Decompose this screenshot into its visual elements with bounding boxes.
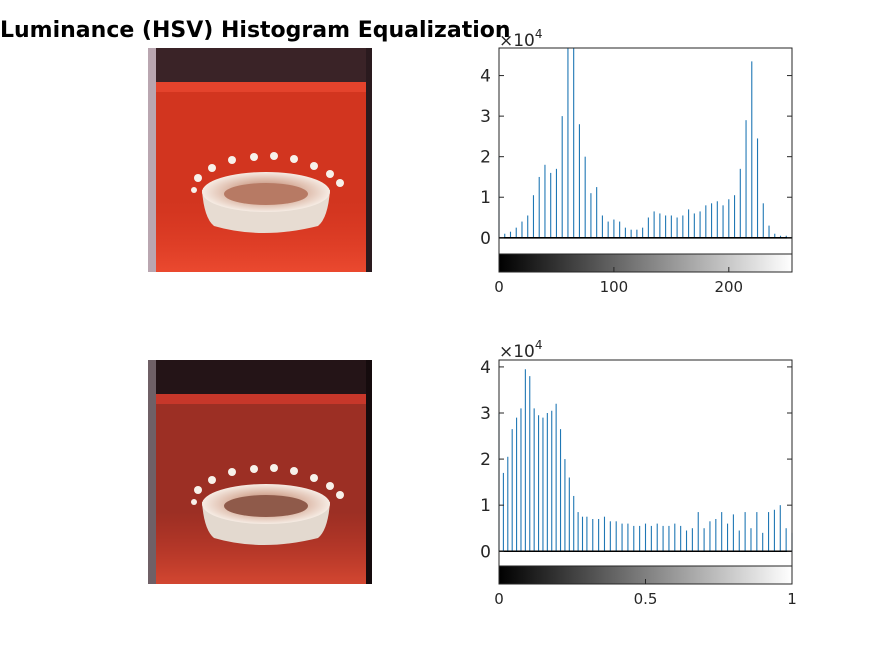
grayscale-colorbar	[498, 253, 793, 273]
x-tick-label: 100	[600, 278, 629, 296]
y-tick-label: 1	[480, 496, 491, 516]
histogram-original: 0 1 2 3 4 ×104 0 100 200	[480, 27, 793, 296]
histogram-equalized: 0 1 2 3 4 ×104 0 0.5 1	[480, 338, 797, 608]
y-tick-label: 0	[480, 542, 491, 562]
x-tick-label: 200	[714, 278, 743, 296]
y-tick-label: 2	[480, 450, 491, 470]
original-image	[148, 48, 372, 272]
x-tick-label: 1	[787, 590, 797, 608]
y-tick-label: 4	[480, 358, 491, 378]
y-tick-label: 3	[480, 404, 491, 424]
y-tick-label: 0	[480, 229, 491, 249]
y-tick-label: 3	[480, 107, 491, 127]
y-tick-label: 1	[480, 188, 491, 208]
milk-crown	[191, 152, 344, 233]
milk-crown	[191, 464, 344, 545]
x-tick-label: 0	[494, 590, 504, 608]
y-exponent-label: ×104	[499, 27, 543, 51]
x-tick-label: 0	[494, 278, 504, 296]
equalized-image	[148, 360, 372, 584]
x-tick-label: 0.5	[634, 590, 658, 608]
y-tick-label: 4	[480, 67, 491, 87]
y-exponent-label: ×104	[499, 338, 543, 362]
figure-title: Luminance (HSV) Histogram Equalization	[0, 18, 511, 43]
axes-box	[498, 47, 793, 255]
y-tick-label: 2	[480, 148, 491, 168]
